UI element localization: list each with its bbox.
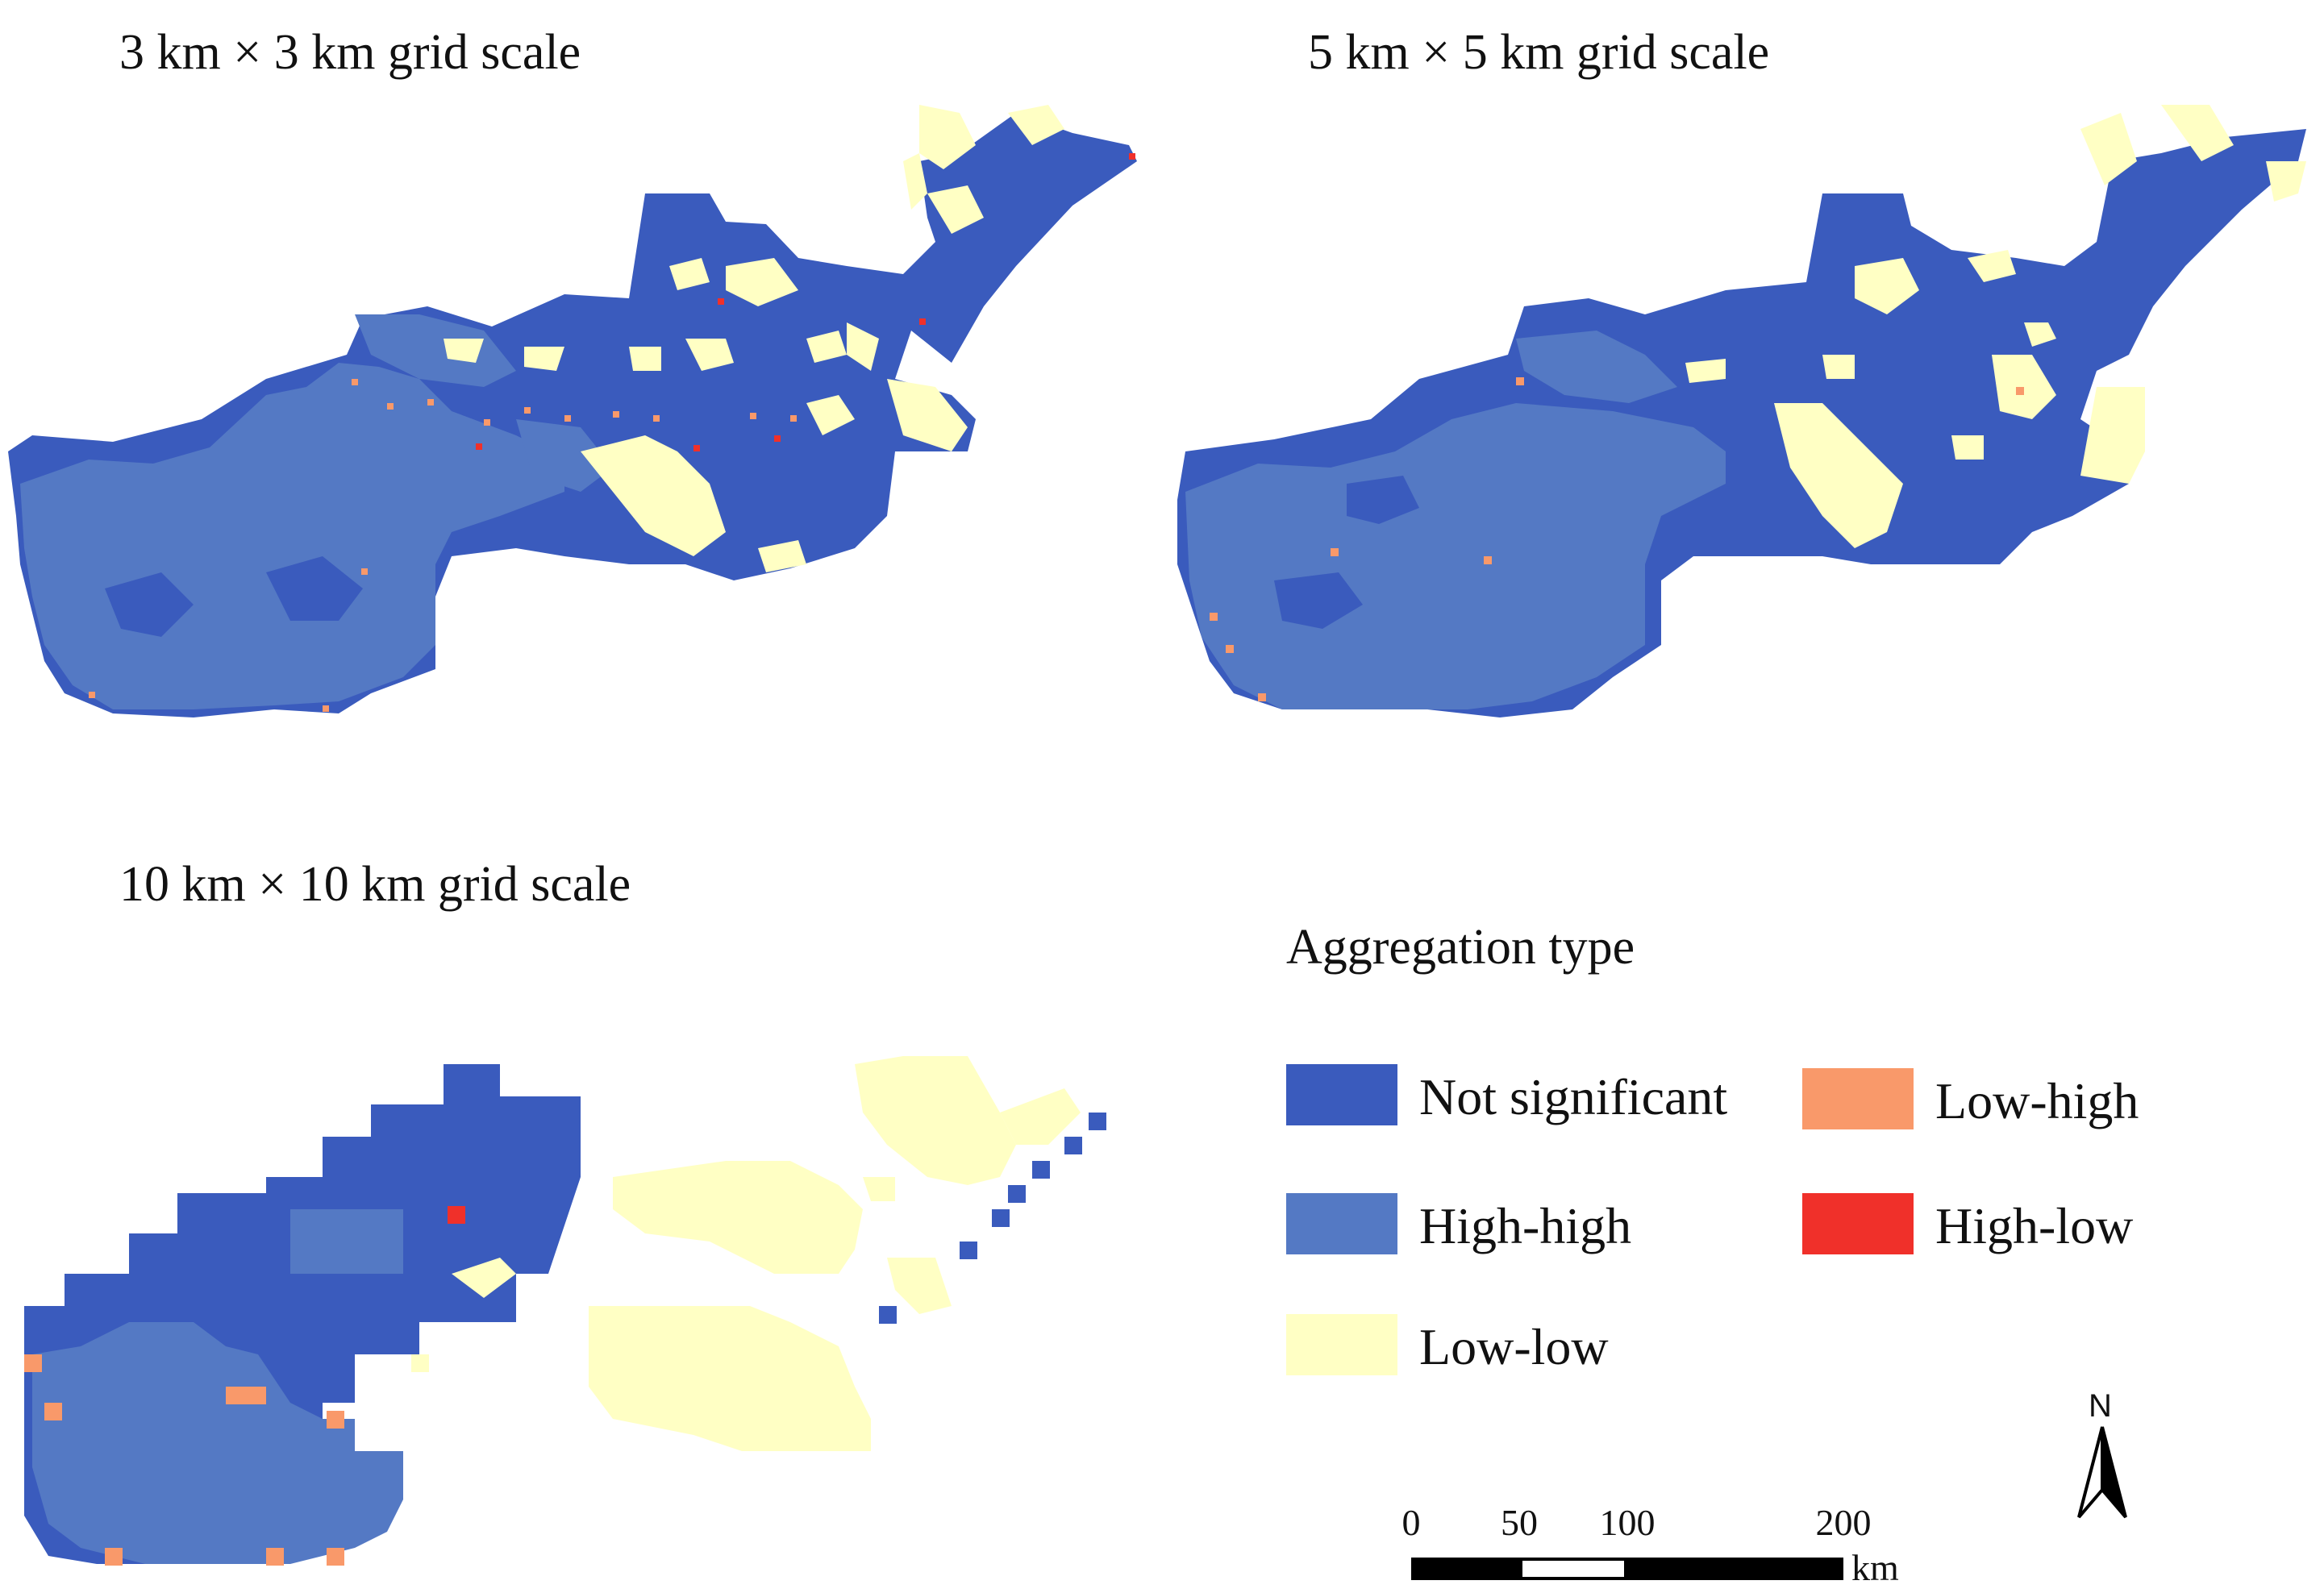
region-high-high-east [516,419,613,492]
scale-tick-0: 0 [1401,1502,1421,1543]
cluster-map-5km [1177,105,2306,717]
region-high-low [476,153,1135,451]
legend-label-not-significant: Not significant [1419,1068,1728,1125]
region-high-high-dark [105,572,194,637]
region-low-high [1210,377,2024,701]
region-low-low [444,105,1064,572]
north-arrow: N [2066,1388,2139,1525]
region-high-high-north [1516,331,1677,403]
legend-label-high-low: High-low [1935,1197,2134,1254]
legend: Aggregation type Not significant High-hi… [1286,919,2214,1375]
legend-title: Aggregation type [1286,920,1635,975]
panel-title-5km: 5 km × 5 km grid scale [1308,25,1770,80]
scale-tick-200: 200 [1815,1502,1872,1543]
north-letter: N [2089,1388,2112,1424]
panel-title-10km: 10 km × 10 km grid scale [119,857,631,912]
cluster-map-10km [24,1056,1106,1566]
scale-segment-1 [1411,1558,1519,1580]
region-high-high-dark [1274,572,1363,629]
swatch-high-low [1802,1193,1914,1254]
swatch-low-high [1802,1068,1914,1129]
cluster-map-3km [8,105,1137,717]
region-high-high-dark2 [1347,476,1419,524]
region-high-high-dark2 [266,556,363,621]
north-arrow-icon [2077,1426,2127,1519]
region-high-high-north [290,1209,403,1274]
legend-label-low-low: Low-low [1419,1318,1609,1375]
swatch-low-low [1286,1314,1397,1375]
region-extra-cells [879,1113,1106,1324]
panel-title-3km: 3 km × 3 km grid scale [119,25,581,80]
legend-label-low-high: Low-high [1935,1072,2139,1129]
scale-tick-100: 100 [1599,1502,1656,1543]
region-high-high [32,1322,403,1564]
region-high-low [448,1206,465,1224]
region-high-high [1185,403,1726,709]
legend-label-high-high: High-high [1419,1197,1632,1254]
scale-unit: km [1851,1547,1899,1588]
region-low-high [24,1354,344,1566]
region-low-low [452,1056,1081,1451]
region-high-high-north [355,314,516,387]
swatch-high-high [1286,1193,1397,1254]
region-low-high [89,379,797,712]
swatch-not-significant [1286,1064,1397,1125]
scale-segment-3 [1627,1558,1843,1580]
scale-segment-2 [1519,1558,1627,1580]
scale-bar: 0 50 100 200 km [1387,1501,1903,1590]
region-low-low-dot [411,1354,429,1372]
scale-tick-50: 50 [1501,1502,1538,1543]
